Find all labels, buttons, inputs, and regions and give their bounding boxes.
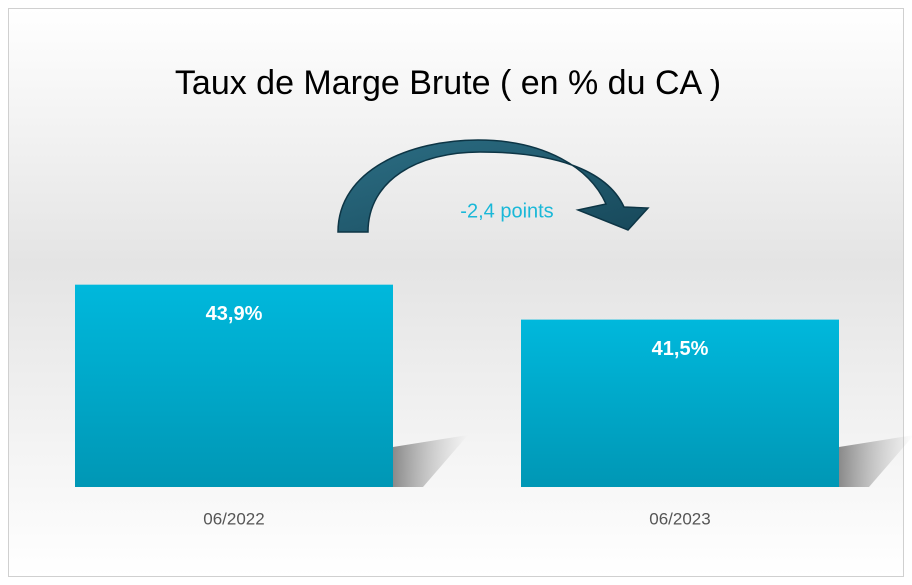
arrow [337,139,650,233]
bar-shadow [393,435,468,487]
bar [521,319,839,487]
value-label: 41,5% [652,338,709,360]
chart-title: Taux de Marge Brute ( en % du CA ) [175,64,721,102]
bar-shadow [839,435,912,487]
x-tick-label: 06/2022 [203,509,264,528]
annotation: -2,4 points [460,200,553,222]
x-tick-label: 06/2023 [649,509,710,528]
bar [75,284,393,487]
value-label: 43,9% [206,303,263,325]
